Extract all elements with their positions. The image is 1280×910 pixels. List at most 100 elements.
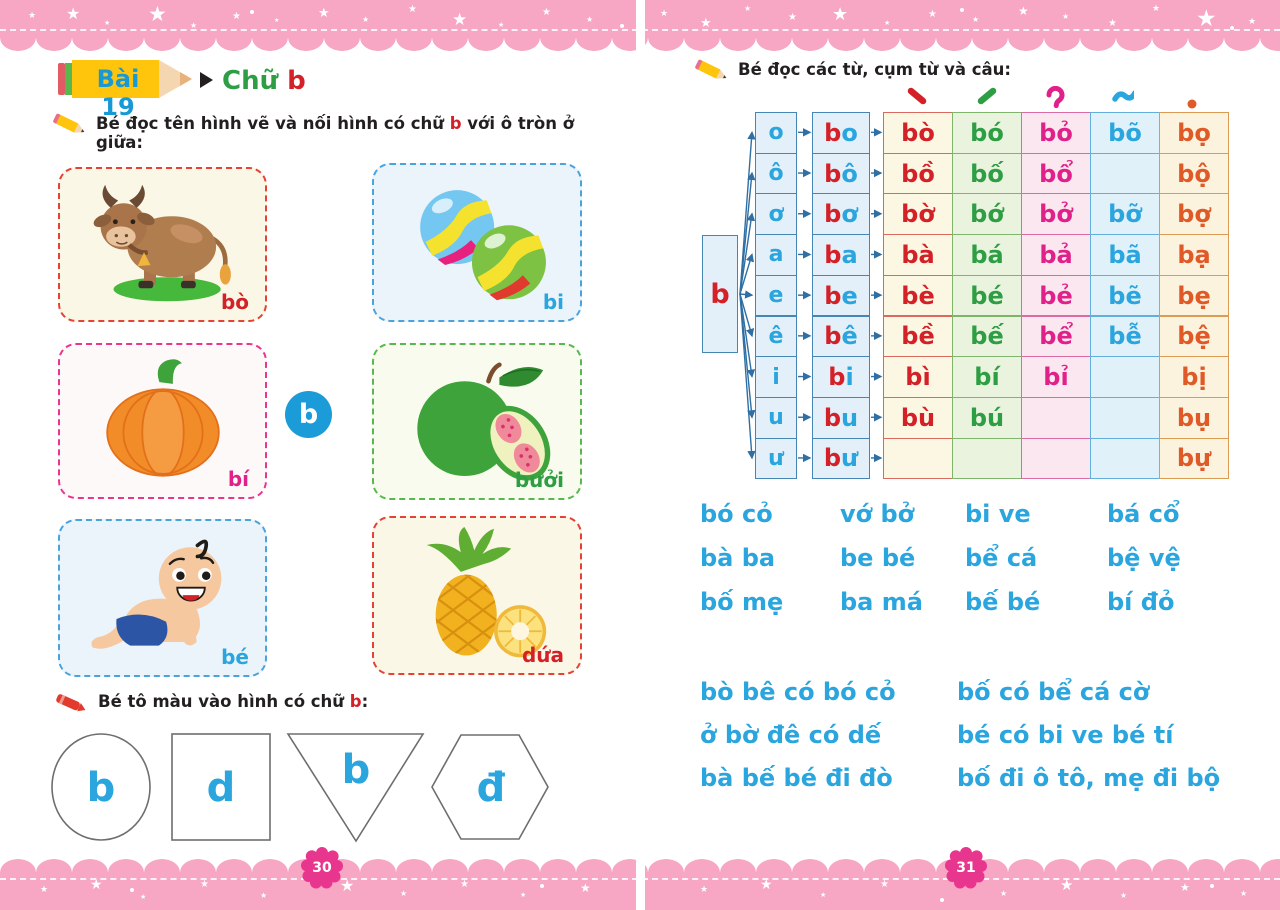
tone-cell: bị	[1159, 356, 1229, 398]
tone-mark-3	[1112, 86, 1138, 114]
tone-cell	[1090, 437, 1160, 480]
word-item: vớ bở	[840, 500, 915, 528]
picture-card-baby: bé	[58, 519, 267, 677]
tone-cell: bì	[883, 356, 953, 398]
connector-arrows	[739, 128, 883, 463]
card-label: dứa	[521, 643, 564, 667]
tone-cell: bò	[883, 112, 953, 154]
word-item: ba má	[840, 588, 923, 616]
picture-card-marbles: bi	[372, 163, 582, 322]
card-label: bưởi	[514, 468, 564, 492]
word-item: bệ vệ	[1107, 544, 1181, 572]
tone-cell: bỡ	[1090, 193, 1160, 236]
tone-cell: bở	[1021, 193, 1091, 236]
square-shape	[171, 733, 271, 845]
tone-cell: bù	[883, 396, 953, 439]
tone-mark-0	[906, 86, 928, 114]
tone-cell: bồ	[883, 152, 953, 195]
tone-cell: bú	[952, 396, 1022, 439]
word-item: bí đỏ	[1107, 588, 1175, 616]
tone-cell: bổ	[1021, 152, 1091, 195]
word-item: be bé	[840, 544, 916, 572]
instruction-read-words: Bé đọc các từ, cụm từ và câu:	[694, 56, 1214, 90]
tone-cell: bờ	[883, 193, 953, 236]
sentence-item: bà bế bé đi đò	[700, 764, 893, 792]
word-item: bế bé	[965, 588, 1041, 616]
tone-cell: bẹ	[1159, 274, 1229, 317]
tone-cell	[1021, 437, 1091, 480]
tone-cell: bỏ	[1021, 112, 1091, 154]
tone-cell	[1021, 396, 1091, 439]
sentence-item: bé có bi ve bé tí	[957, 721, 1174, 749]
word-item: bố mẹ	[700, 588, 784, 616]
guava-illustration	[385, 352, 570, 491]
tone-cell: bó	[952, 112, 1022, 154]
shape-letter: đ	[476, 765, 506, 811]
pencil-badge-icon	[58, 60, 192, 98]
picture-card-pumpkin: bí	[58, 343, 267, 499]
lesson-title-word: Chữ	[222, 66, 279, 96]
sentence-item: bố có bể cá cờ	[957, 678, 1150, 706]
tone-cell: bế	[952, 315, 1022, 358]
tone-cell: bẽ	[1090, 274, 1160, 317]
sentence-item: bò bê có bó cỏ	[700, 678, 896, 706]
tone-cell: bí	[952, 356, 1022, 398]
shape-letter: b	[341, 747, 371, 793]
card-label: bi	[542, 290, 564, 314]
tone-cell: bễ	[1090, 315, 1160, 358]
flower-icon	[301, 847, 343, 889]
tone-cell	[1090, 152, 1160, 195]
lesson-badge: Bài 19	[56, 58, 206, 121]
page-number: 30	[312, 860, 332, 876]
shape-letter: b	[86, 765, 116, 811]
hexagon-shape	[430, 733, 550, 845]
circle-shape	[50, 732, 152, 846]
instruction-text: Bé đọc các từ, cụm từ và câu:	[738, 60, 1012, 79]
card-label: bò	[220, 290, 249, 314]
tone-cell	[952, 437, 1022, 480]
picture-card-pineapple: dứa	[372, 516, 582, 675]
pumpkin-illustration	[73, 355, 253, 487]
word-item: bi ve	[965, 500, 1031, 528]
instruction-read-and-connect: Bé đọc tên hình vẽ và nối hình có chữ b …	[52, 110, 592, 152]
tone-cell: bỉ	[1021, 356, 1091, 398]
tone-cell: bà	[883, 234, 953, 276]
instruction-text: Bé đọc tên hình vẽ và nối hình có chữ b …	[96, 114, 575, 152]
tone-cell: bả	[1021, 234, 1091, 276]
shape-letter: d	[206, 765, 236, 811]
cow-illustration	[70, 182, 255, 308]
picture-card-cow: bò	[58, 167, 267, 322]
tone-cell: bã	[1090, 234, 1160, 276]
flower-icon	[945, 847, 987, 889]
lesson-title-letter: b	[287, 66, 306, 96]
page-divider	[636, 0, 645, 910]
page-number-badge-right: 31	[943, 845, 989, 891]
word-item: bể cá	[965, 544, 1038, 572]
tone-cell: bụ	[1159, 396, 1229, 439]
tone-cell	[1090, 396, 1160, 439]
tone-mark-4	[1181, 92, 1203, 120]
tone-cell	[883, 437, 953, 480]
tone-cell	[1090, 356, 1160, 398]
pineapple-illustration	[387, 527, 567, 664]
tone-cell: bự	[1159, 437, 1229, 480]
page-number-badge-left: 30	[299, 845, 345, 891]
tone-mark-2	[1044, 85, 1066, 114]
tone-cell: bõ	[1090, 112, 1160, 154]
picture-card-guava: bưởi	[372, 343, 582, 500]
word-item: bá cổ	[1107, 500, 1180, 528]
tone-cell: bạ	[1159, 234, 1229, 276]
tone-cell: bớ	[952, 193, 1022, 236]
marbles-illustration	[385, 175, 570, 311]
page-number: 31	[956, 860, 976, 876]
tone-cell: bể	[1021, 315, 1091, 358]
center-letter: b	[298, 399, 319, 430]
instruction-color-shapes: Bé tô màu vào hình có chữ b:	[52, 688, 592, 722]
sentence-item: ở bờ đê có dế	[700, 721, 882, 749]
arrow-right-icon	[200, 72, 213, 88]
pencil-icon	[52, 110, 88, 144]
instruction-text: Bé tô màu vào hình có chữ b:	[98, 692, 369, 711]
card-label: bí	[227, 467, 249, 491]
tone-cell: bệ	[1159, 315, 1229, 358]
tone-cell: bé	[952, 274, 1022, 317]
